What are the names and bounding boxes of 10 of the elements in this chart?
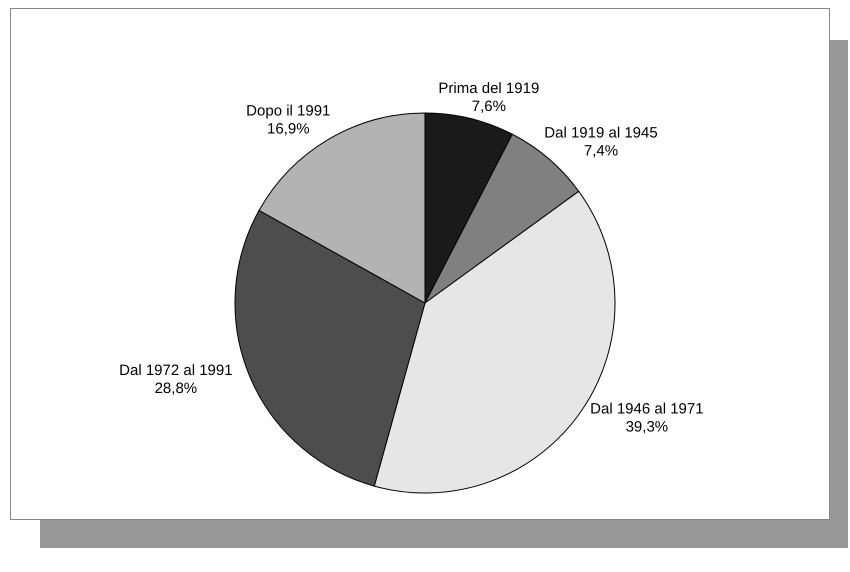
data-label: 7,6%: [472, 98, 506, 115]
slice-label: Prima del 1919: [438, 80, 540, 97]
data-label: 16,9%: [267, 120, 310, 138]
slice-label: Dopo il 1991: [246, 102, 330, 120]
slice-label: Dal 1972 al 1991: [119, 362, 233, 380]
data-label: 39,3%: [626, 418, 668, 436]
data-label: 28,8%: [154, 380, 198, 398]
slice-label: Dal 1919 al 1945: [544, 124, 658, 142]
data-label: 7,4%: [584, 142, 618, 160]
slice-label: Dal 1946 al 1971: [590, 400, 704, 418]
